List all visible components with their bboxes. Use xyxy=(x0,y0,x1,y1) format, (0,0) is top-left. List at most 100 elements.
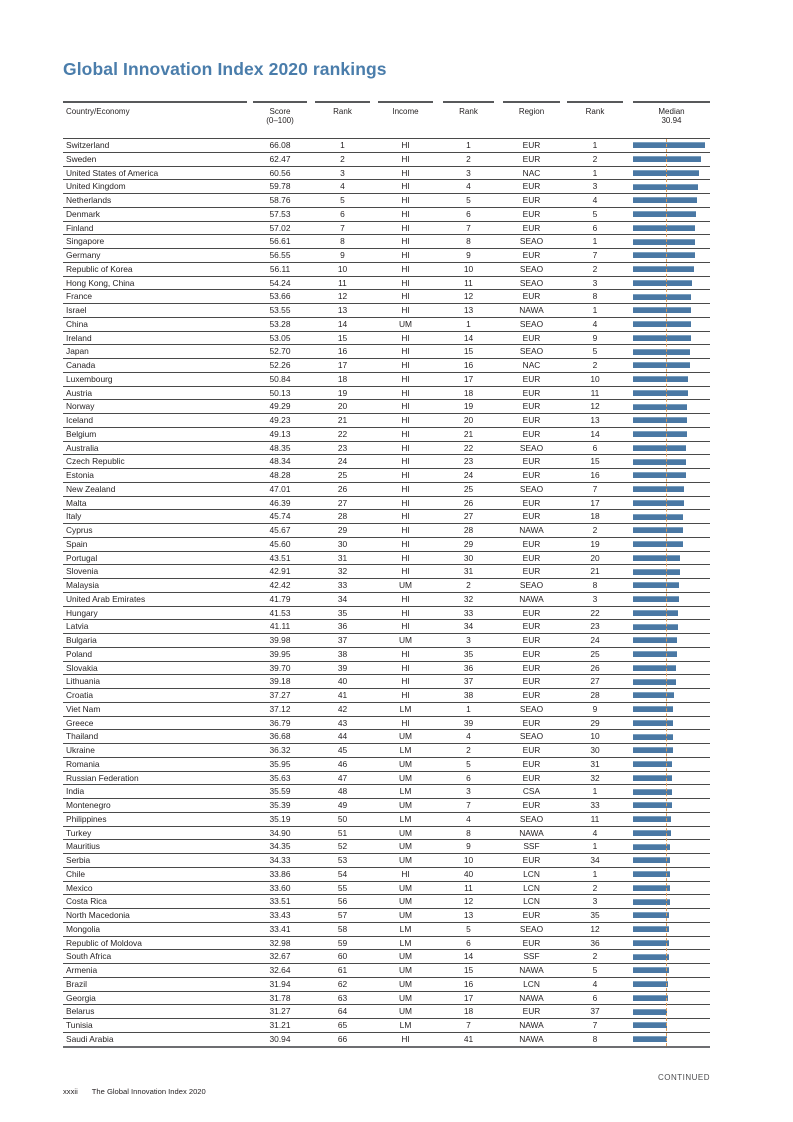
income-rank-cell: 21 xyxy=(463,428,474,439)
region-rank-cell: 25 xyxy=(590,648,600,659)
region-cell: SEAO xyxy=(519,731,544,742)
region-cell: EUR xyxy=(522,621,541,632)
gii-rank-cell: 39 xyxy=(337,662,348,673)
gii-rank-cell: 21 xyxy=(337,415,348,425)
table-row: United States of America 60.56 3 HI 3 NAC 1 xyxy=(63,167,710,181)
score-bar xyxy=(633,224,696,231)
gii-rank-cell: 8 xyxy=(340,236,345,247)
income-group-cell: HI xyxy=(401,373,410,384)
score-bar xyxy=(633,1036,667,1043)
country-cell: Mongolia xyxy=(66,923,100,934)
median-bar-cell xyxy=(633,937,710,950)
column-header-label: Score xyxy=(269,106,291,116)
country-cell: China xyxy=(66,318,88,329)
income-group-cell: HI xyxy=(401,483,410,494)
income-rank-cell: 9 xyxy=(466,841,471,852)
country-cell: United Arab Emirates xyxy=(66,593,146,604)
income-rank-cell: 2 xyxy=(466,153,471,164)
score-cell: 53.66 xyxy=(269,291,291,302)
gii-rank-cell: 18 xyxy=(337,373,348,384)
country-cell: Bulgaria xyxy=(66,635,97,645)
country-cell: Australia xyxy=(66,442,99,453)
score-cell: 39.70 xyxy=(269,662,291,673)
region-cell: NAWA xyxy=(519,593,544,604)
rankings-table: Country/Economy Score (0–100) Rank Incom… xyxy=(63,101,710,1048)
table-row: Belarus 31.27 64 UM 18 EUR 37 xyxy=(63,1005,710,1019)
table-row: Romania 35.95 46 UM 5 EUR 31 xyxy=(63,758,710,772)
table-row: Australia 48.35 23 HI 22 SEAO 6 xyxy=(63,442,710,456)
region-cell: SEAO xyxy=(519,318,544,329)
income-group-cell: HI xyxy=(401,305,410,315)
region-rank-cell: 1 xyxy=(592,841,598,852)
median-bar-cell xyxy=(633,785,710,798)
table-row: Cyprus 45.67 29 HI 28 NAWA 2 xyxy=(63,524,710,538)
gii-rank-cell: 23 xyxy=(337,442,348,453)
region-cell: LCN xyxy=(523,882,540,893)
country-cell: United Kingdom xyxy=(66,181,126,192)
region-cell: EUR xyxy=(522,208,541,219)
score-bar xyxy=(633,609,679,616)
income-rank-cell: 8 xyxy=(466,236,471,247)
table-row: Ireland 53.05 15 HI 14 EUR 9 xyxy=(63,332,710,346)
income-rank-cell: 15 xyxy=(463,346,474,357)
gii-rank-cell: 24 xyxy=(337,456,348,467)
median-bar-cell xyxy=(633,359,710,372)
income-group-cell: UM xyxy=(398,1006,413,1017)
median-bar-cell xyxy=(633,332,710,345)
income-rank-cell: 4 xyxy=(466,813,471,824)
income-rank-cell: 7 xyxy=(466,1020,471,1030)
median-bar-cell xyxy=(633,222,710,235)
country-cell: Estonia xyxy=(66,470,94,480)
gii-rank-cell: 28 xyxy=(337,511,348,522)
region-cell: SEAO xyxy=(519,483,544,494)
median-bar-cell xyxy=(633,909,710,922)
region-rank-cell: 1 xyxy=(592,236,598,247)
region-cell: EUR xyxy=(522,456,541,467)
score-cell: 49.29 xyxy=(269,401,291,412)
column-header-sublabel: (0–100) xyxy=(266,116,294,125)
score-bar xyxy=(633,898,670,905)
income-group-cell: UM xyxy=(398,910,413,920)
region-rank-cell: 2 xyxy=(592,525,598,535)
median-bar-cell xyxy=(633,978,710,991)
region-rank-cell: 1 xyxy=(592,140,598,150)
region-rank-cell: 24 xyxy=(590,635,600,645)
income-rank-cell: 5 xyxy=(466,195,471,205)
gii-rank-cell: 11 xyxy=(338,277,347,288)
score-bar xyxy=(633,981,668,988)
score-bar xyxy=(633,596,679,603)
country-cell: Serbia xyxy=(66,855,91,865)
median-bar-cell xyxy=(633,167,710,180)
table-row: Montenegro 35.39 49 UM 7 EUR 33 xyxy=(63,799,710,813)
median-bar-cell xyxy=(633,538,710,551)
median-bar-cell xyxy=(633,345,710,358)
gii-rank-cell: 61 xyxy=(337,965,348,975)
income-group-cell: LM xyxy=(399,937,412,948)
income-group-cell: HI xyxy=(401,291,410,302)
gii-rank-cell: 6 xyxy=(340,208,345,219)
score-bar xyxy=(633,788,672,795)
region-rank-cell: 37 xyxy=(590,1006,600,1017)
income-rank-cell: 10 xyxy=(463,855,474,865)
country-cell: Ireland xyxy=(66,332,92,343)
score-cell: 52.70 xyxy=(269,346,291,357)
score-bar xyxy=(633,912,670,919)
score-cell: 39.98 xyxy=(269,635,291,645)
table-row: Switzerland 66.08 1 HI 1 EUR 1 xyxy=(63,139,710,153)
score-bar xyxy=(633,169,699,176)
table-row: Chile 33.86 54 HI 40 LCN 1 xyxy=(63,868,710,882)
median-bar-cell xyxy=(633,552,710,565)
gii-rank-cell: 30 xyxy=(337,538,348,549)
region-cell: EUR xyxy=(522,800,541,810)
score-cell: 47.01 xyxy=(269,483,291,494)
score-cell: 53.55 xyxy=(269,305,291,315)
score-bar xyxy=(633,678,676,685)
median-bar-cell xyxy=(633,318,710,331)
median-bar-cell xyxy=(633,923,710,936)
gii-rank-cell: 51 xyxy=(337,827,348,838)
median-bar-cell xyxy=(633,249,710,262)
gii-rank-cell: 50 xyxy=(337,813,348,824)
income-rank-cell: 38 xyxy=(463,690,474,700)
gii-rank-cell: 15 xyxy=(337,332,348,343)
region-rank-cell: 15 xyxy=(590,456,600,467)
